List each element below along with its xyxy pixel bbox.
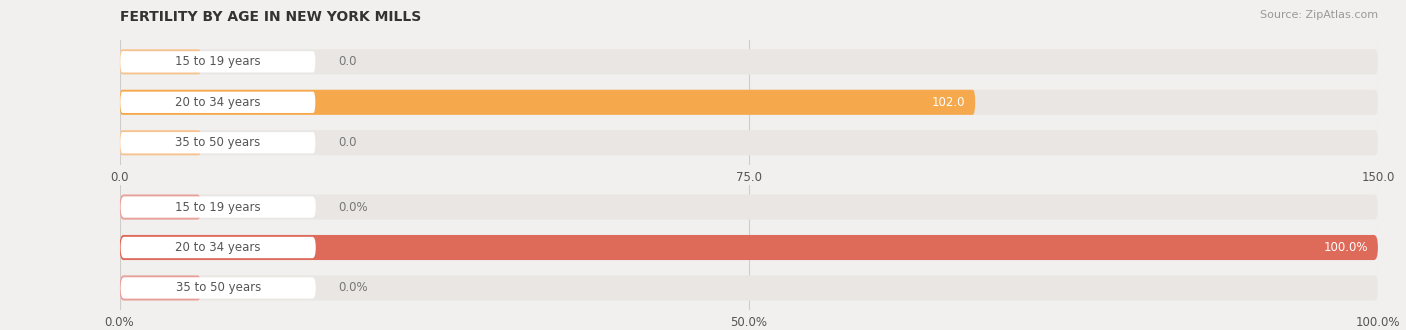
Text: 15 to 19 years: 15 to 19 years — [176, 201, 262, 214]
FancyBboxPatch shape — [120, 194, 201, 219]
FancyBboxPatch shape — [120, 276, 1378, 301]
Text: 0.0%: 0.0% — [339, 201, 368, 214]
FancyBboxPatch shape — [120, 276, 201, 301]
FancyBboxPatch shape — [120, 194, 1378, 219]
FancyBboxPatch shape — [120, 130, 201, 155]
FancyBboxPatch shape — [121, 51, 315, 73]
Text: 35 to 50 years: 35 to 50 years — [176, 281, 262, 294]
FancyBboxPatch shape — [121, 196, 316, 218]
Text: 20 to 34 years: 20 to 34 years — [176, 96, 260, 109]
FancyBboxPatch shape — [120, 90, 1378, 115]
Text: 102.0: 102.0 — [932, 96, 965, 109]
FancyBboxPatch shape — [121, 277, 316, 299]
Text: Source: ZipAtlas.com: Source: ZipAtlas.com — [1260, 10, 1378, 20]
FancyBboxPatch shape — [121, 92, 315, 113]
FancyBboxPatch shape — [121, 132, 315, 153]
FancyBboxPatch shape — [120, 235, 1378, 260]
FancyBboxPatch shape — [120, 235, 1378, 260]
Text: 0.0%: 0.0% — [339, 281, 368, 294]
FancyBboxPatch shape — [120, 49, 1378, 74]
Text: 15 to 19 years: 15 to 19 years — [174, 55, 260, 68]
Text: 0.0: 0.0 — [337, 136, 357, 149]
FancyBboxPatch shape — [121, 237, 316, 258]
FancyBboxPatch shape — [120, 90, 976, 115]
Text: 20 to 34 years: 20 to 34 years — [176, 241, 262, 254]
FancyBboxPatch shape — [120, 49, 201, 74]
Text: 35 to 50 years: 35 to 50 years — [176, 136, 260, 149]
Text: FERTILITY BY AGE IN NEW YORK MILLS: FERTILITY BY AGE IN NEW YORK MILLS — [120, 10, 420, 24]
FancyBboxPatch shape — [120, 130, 1378, 155]
Text: 0.0: 0.0 — [337, 55, 357, 68]
Text: 100.0%: 100.0% — [1323, 241, 1368, 254]
